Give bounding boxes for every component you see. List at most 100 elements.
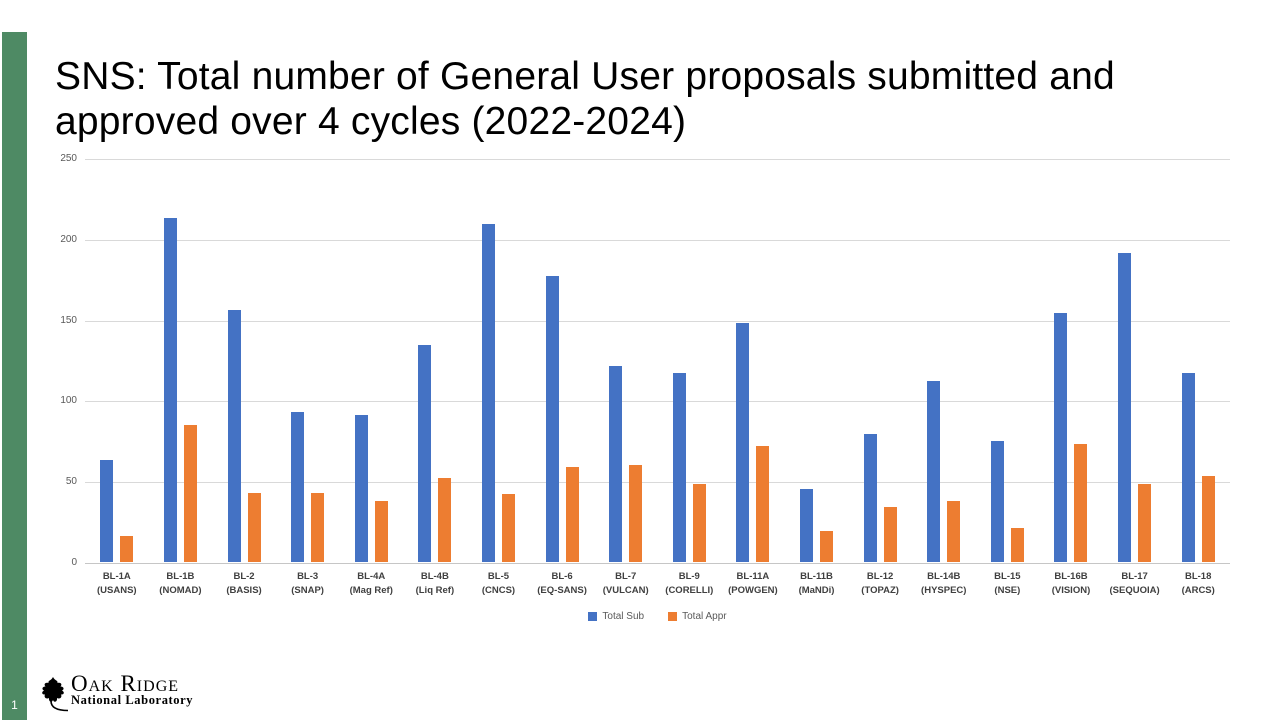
category-instrument: (EQ-SANS)	[537, 585, 587, 597]
y-axis-tick-label: 50	[65, 476, 77, 488]
y-axis-tick-label: 250	[60, 153, 77, 164]
bar-total-sub-bl-7	[609, 366, 623, 562]
category-code: BL-16B	[1054, 571, 1088, 582]
bar-total-appr-bl-3	[311, 492, 325, 562]
category-instrument: (POWGEN)	[728, 585, 778, 597]
x-axis-category-label-bl-7: BL-7 (VULCAN)	[591, 570, 661, 599]
ornl-logo-text: Oak Ridge National Laboratory	[71, 671, 194, 707]
category-instrument: (VISION)	[1051, 585, 1091, 597]
category-code: BL-2	[233, 571, 255, 582]
category-instrument: (VULCAN)	[602, 585, 649, 597]
x-axis-category-label-bl-1b: BL-1B (NOMAD)	[145, 570, 215, 599]
category-instrument: (NSE)	[994, 585, 1021, 597]
category-code: BL-5	[487, 571, 510, 582]
bar-total-appr-bl-11a	[756, 445, 770, 562]
bar-total-appr-bl-4b	[438, 477, 452, 562]
category-code: BL-6	[551, 571, 573, 582]
category-code: BL-7	[615, 571, 637, 582]
category-instrument: (CNCS)	[481, 585, 516, 597]
gridline-150	[85, 320, 1230, 322]
bar-total-sub-bl-12	[863, 434, 877, 562]
category-instrument: (SNAP)	[291, 585, 324, 597]
bar-total-sub-bl-3	[291, 411, 305, 562]
bar-total-appr-bl-6	[565, 466, 579, 562]
x-axis-category-label-bl-14b: BL-14B (HYSPEC)	[909, 570, 979, 599]
ornl-sub-name: National Laboratory	[71, 693, 194, 707]
category-instrument: (MaNDi)	[798, 585, 835, 597]
bar-total-appr-bl-14b	[947, 500, 961, 562]
x-axis-category-label-bl-18: BL-18 (ARCS)	[1163, 570, 1233, 599]
bar-total-sub-bl-4a	[354, 414, 368, 562]
slide-title: SNS: Total number of General User propos…	[55, 55, 1115, 144]
bar-total-sub-bl-11b	[800, 489, 814, 562]
x-axis-category-label-bl-15: BL-15 (NSE)	[972, 570, 1042, 599]
category-instrument: (HYSPEC)	[921, 585, 967, 597]
bar-total-appr-bl-1b	[183, 424, 197, 562]
bar-total-sub-bl-16b	[1054, 313, 1068, 562]
legend-item-total-sub: Total Sub	[588, 611, 644, 622]
gridline-250	[85, 159, 1230, 160]
x-axis-category-label-bl-11a: BL-11A (POWGEN)	[718, 570, 788, 599]
bar-total-sub-bl-14b	[927, 381, 941, 562]
category-code: BL-11B	[800, 571, 833, 582]
x-axis-category-label-bl-9: BL-9 (CORELLI)	[654, 570, 724, 599]
category-code: BL-11A	[736, 571, 770, 582]
category-code: BL-1B	[166, 571, 195, 582]
ornl-org-name: Oak Ridge	[71, 671, 180, 696]
x-axis-category-label-bl-6: BL-6 (EQ-SANS)	[527, 570, 597, 599]
category-instrument: (SEQUOIA)	[1109, 585, 1160, 597]
bar-total-appr-bl-17	[1138, 484, 1152, 562]
x-axis-category-label-bl-5: BL-5 (CNCS)	[463, 570, 533, 599]
x-axis-category-label-bl-1a: BL-1A (USANS)	[82, 570, 152, 599]
x-axis-category-label-bl-2: BL-2 (BASIS)	[209, 570, 279, 599]
bar-total-appr-bl-1a	[120, 536, 134, 562]
bar-total-appr-bl-16b	[1074, 444, 1088, 562]
legend-label: Total Sub	[602, 611, 645, 622]
bar-total-sub-bl-2	[227, 309, 241, 562]
category-instrument: (CORELLI)	[665, 585, 714, 597]
bar-total-sub-bl-1a	[100, 460, 114, 562]
y-axis-tick-label: 100	[60, 395, 77, 407]
x-axis-category-label-bl-4a: BL-4A (Mag Ref)	[336, 570, 406, 599]
category-code: BL-4A	[357, 571, 386, 582]
category-instrument: (NOMAD)	[159, 585, 202, 597]
category-code: BL-3	[297, 571, 319, 582]
category-instrument: (ARCS)	[1181, 585, 1215, 597]
bar-total-appr-bl-12	[883, 507, 897, 562]
bar-total-appr-bl-11b	[820, 531, 834, 562]
bar-total-appr-bl-2	[247, 492, 261, 562]
gridline-50	[85, 482, 1230, 484]
bar-total-sub-bl-6	[545, 275, 559, 562]
category-instrument: (TOPAZ)	[861, 585, 899, 597]
x-axis-category-label-bl-17: BL-17 (SEQUOIA)	[1100, 570, 1170, 599]
legend-swatch	[588, 612, 598, 621]
category-code: BL-15	[994, 571, 1021, 582]
bar-total-sub-bl-17	[1118, 253, 1132, 562]
x-axis-category-label-bl-12: BL-12 (TOPAZ)	[845, 570, 915, 599]
bar-total-sub-bl-4b	[418, 345, 432, 562]
y-axis-tick-label: 200	[60, 233, 77, 245]
slide-number: 1	[11, 698, 18, 712]
gridline-100	[85, 401, 1230, 403]
legend-item-total-appr: Total Appr	[668, 611, 727, 622]
bar-total-sub-bl-1b	[163, 217, 177, 562]
x-axis-category-label-bl-16b: BL-16B (VISION)	[1036, 570, 1106, 599]
ornl-logo: Oak Ridge National Laboratory	[38, 671, 194, 714]
legend-swatch	[668, 612, 678, 621]
legend-label: Total Appr	[682, 611, 727, 622]
bar-total-appr-bl-9	[692, 484, 706, 562]
category-instrument: (Liq Ref)	[415, 585, 455, 597]
category-code: BL-12	[866, 571, 894, 582]
category-code: BL-4B	[420, 571, 449, 582]
chart-legend: Total Sub Total Appr	[85, 611, 1230, 622]
category-code: BL-9	[678, 571, 700, 582]
category-instrument: (USANS)	[97, 585, 137, 597]
bar-total-appr-bl-5	[501, 494, 515, 562]
x-axis-category-label-bl-11b: BL-11B (MaNDi)	[782, 570, 852, 599]
category-instrument: (Mag Ref)	[349, 585, 393, 597]
x-axis-category-label-bl-4b: BL-4B (Liq Ref)	[400, 570, 470, 599]
bar-total-appr-bl-18	[1201, 476, 1215, 562]
bar-total-appr-bl-7	[629, 465, 643, 562]
bar-total-sub-bl-18	[1181, 372, 1195, 562]
category-code: BL-14B	[927, 571, 961, 582]
